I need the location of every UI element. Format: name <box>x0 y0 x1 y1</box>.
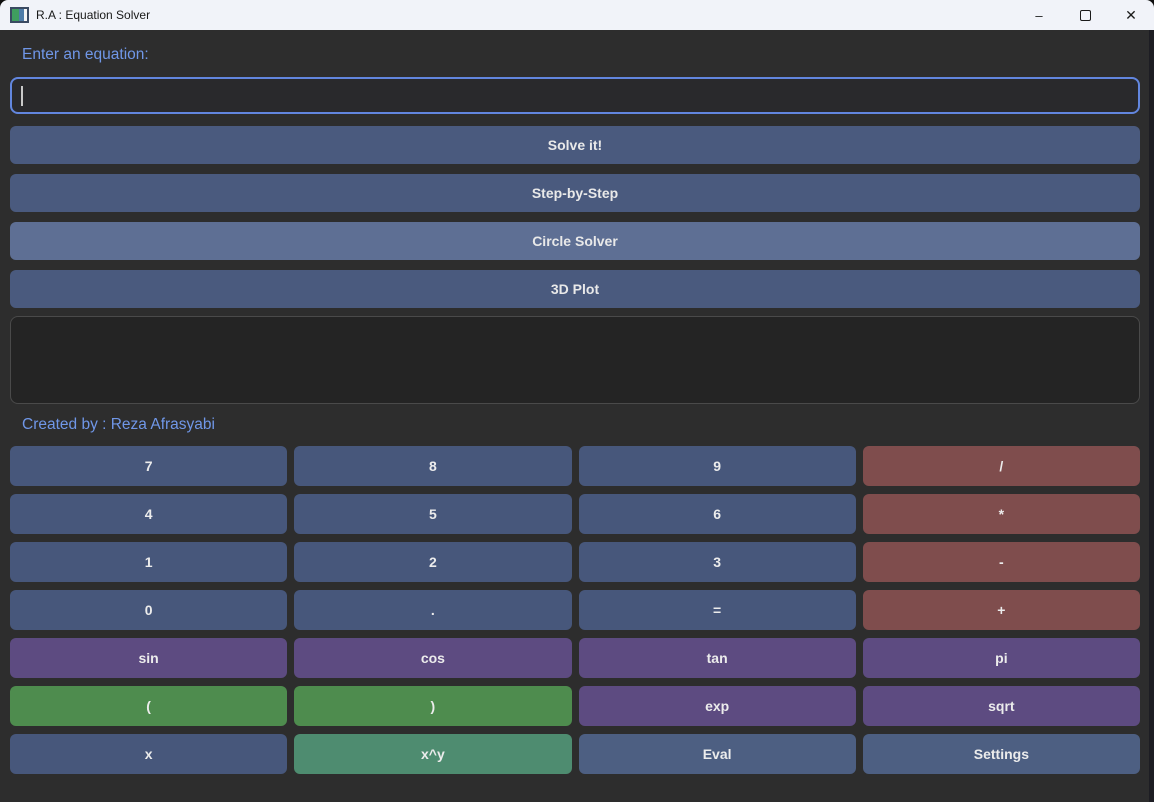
key-multiply[interactable]: * <box>862 494 1140 534</box>
key-9[interactable]: 9 <box>578 446 856 486</box>
key-x[interactable]: x <box>10 734 288 774</box>
key-close-paren[interactable]: ) <box>294 686 572 726</box>
key-open-paren[interactable]: ( <box>10 686 288 726</box>
key-cos[interactable]: cos <box>294 638 572 678</box>
key-1[interactable]: 1 <box>10 542 288 582</box>
key-8[interactable]: 8 <box>294 446 572 486</box>
circle-solver-button[interactable]: Circle Solver <box>10 222 1140 260</box>
key-6[interactable]: 6 <box>578 494 856 534</box>
maximize-icon <box>1079 9 1091 21</box>
close-button[interactable]: ✕ <box>1108 0 1154 30</box>
key-pi[interactable]: pi <box>862 638 1140 678</box>
step-by-step-button[interactable]: Step-by-Step <box>10 174 1140 212</box>
key-4[interactable]: 4 <box>10 494 288 534</box>
equation-input[interactable] <box>10 77 1140 114</box>
window-right-edge <box>1149 30 1154 802</box>
maximize-button[interactable] <box>1062 0 1108 30</box>
key-plus[interactable]: + <box>862 590 1140 630</box>
minimize-icon: – <box>1035 7 1043 23</box>
credit-label: Created by : Reza Afrasyabi <box>22 416 215 433</box>
key-tan[interactable]: tan <box>578 638 856 678</box>
key-0[interactable]: 0 <box>10 590 288 630</box>
key-exp[interactable]: exp <box>578 686 856 726</box>
minimize-button[interactable]: – <box>1016 0 1062 30</box>
key-7[interactable]: 7 <box>10 446 288 486</box>
output-area[interactable] <box>10 316 1140 404</box>
3d-plot-button[interactable]: 3D Plot <box>10 270 1140 308</box>
key-x-pow-y[interactable]: x^y <box>294 734 572 774</box>
key-3[interactable]: 3 <box>578 542 856 582</box>
equation-label: Enter an equation: <box>22 46 149 63</box>
titlebar: R.A : Equation Solver – ✕ <box>0 0 1154 30</box>
app-icon-white-block <box>24 9 27 21</box>
app-icon-green-block <box>12 9 19 21</box>
key-dot[interactable]: . <box>294 590 572 630</box>
keypad: 7 8 9/ 4 5 6 * 1 2 3- 0. = + sin cos tan pi () exp sqrt x x^y… <box>10 446 1140 774</box>
key-divide[interactable]: / <box>862 446 1140 486</box>
main-content: Enter an equation: Solve it! Step-by-Ste… <box>0 30 1154 802</box>
key-sqrt[interactable]: sqrt <box>862 686 1140 726</box>
close-icon: ✕ <box>1125 6 1137 23</box>
app-icon-blue-block <box>18 9 24 21</box>
key-settings[interactable]: Settings <box>862 734 1140 774</box>
window-title: R.A : Equation Solver <box>36 8 151 22</box>
key-minus[interactable]: - <box>862 542 1140 582</box>
window-controls: – ✕ <box>1016 0 1154 30</box>
text-caret <box>21 85 23 106</box>
key-5[interactable]: 5 <box>294 494 572 534</box>
solve-button[interactable]: Solve it! <box>10 126 1140 164</box>
key-eval[interactable]: Eval <box>578 734 856 774</box>
app-icon <box>10 7 29 23</box>
key-2[interactable]: 2 <box>294 542 572 582</box>
key-equals[interactable]: = <box>578 590 856 630</box>
key-sin[interactable]: sin <box>10 638 288 678</box>
